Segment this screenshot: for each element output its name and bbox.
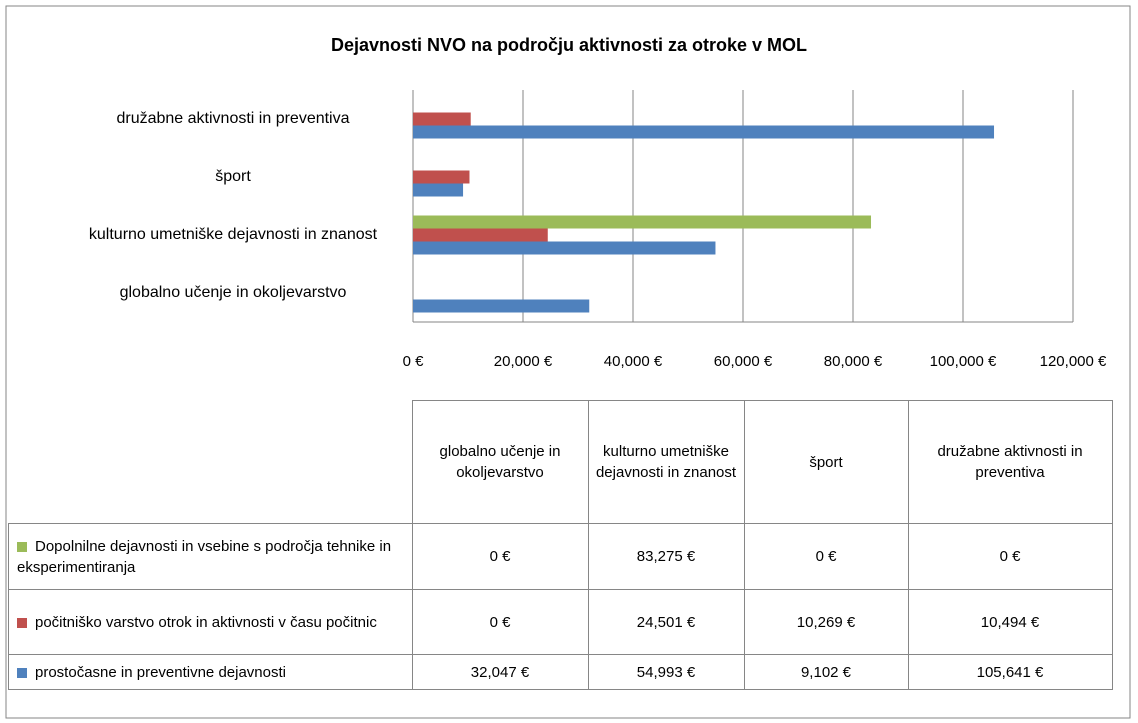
data-table: globalno učenje in okoljevarstvo kulturno… xyxy=(8,400,1113,690)
y-tick-label: šport xyxy=(215,168,251,185)
table-value: 32,047 € xyxy=(411,654,589,690)
bar xyxy=(413,241,716,255)
bar xyxy=(413,228,548,242)
legend-label: Dopolnilne dejavnosti in vsebine s podro… xyxy=(17,537,392,576)
y-tick-label: globalno učenje in okoljevarstvo xyxy=(119,284,347,301)
legend-key xyxy=(17,541,27,552)
table-value: 10,494 € xyxy=(907,589,1113,655)
table-header-cell: globalno učenje in okoljevarstvo xyxy=(411,400,589,524)
x-tick-label: 60,000 € xyxy=(714,353,773,370)
bar xyxy=(413,170,470,184)
table-value: 9,102 € xyxy=(743,654,909,690)
table-value: 0 € xyxy=(411,523,589,590)
bar xyxy=(413,183,464,197)
bar xyxy=(413,125,995,139)
table-corner xyxy=(8,400,413,524)
legend-key xyxy=(17,667,27,678)
table-value: 0 € xyxy=(411,589,589,655)
x-tick-label: 120,000 € xyxy=(1040,353,1107,370)
bar xyxy=(413,112,471,126)
table-row: počitniško varstvo otrok in aktivnosti v… xyxy=(8,589,1113,655)
legend-label: prostočasne in preventivne dejavnosti xyxy=(35,663,286,681)
legend-key xyxy=(17,617,27,628)
table-value: 83,275 € xyxy=(587,523,745,590)
bar xyxy=(413,299,590,313)
table-value: 24,501 € xyxy=(587,589,745,655)
table-header-row: globalno učenje in okoljevarstvo kulturno… xyxy=(8,400,1113,524)
table-value: 105,641 € xyxy=(907,654,1113,690)
table-value: 0 € xyxy=(743,523,909,590)
table-row: Dopolnilne dejavnosti in vsebine s podro… xyxy=(8,523,1113,590)
x-tick-label: 0 € xyxy=(403,353,425,370)
table-value: 54,993 € xyxy=(587,654,745,690)
x-tick-label: 20,000 € xyxy=(494,353,553,370)
legend-cell: Dopolnilne dejavnosti in vsebine s podro… xyxy=(8,523,413,590)
legend-label: počitniško varstvo otrok in aktivnosti v… xyxy=(35,613,377,631)
bar xyxy=(413,215,872,229)
legend-cell: počitniško varstvo otrok in aktivnosti v… xyxy=(8,589,413,655)
y-tick-label: kulturno umetniške dejavnosti in znanost xyxy=(88,226,378,243)
legend-cell: prostočasne in preventivne dejavnosti xyxy=(8,654,413,690)
table-header-cell: družabne aktivnosti in preventiva xyxy=(907,400,1113,524)
table-header-cell: šport xyxy=(743,400,909,524)
chart-title: Dejavnosti NVO na področju aktivnosti za… xyxy=(331,35,807,55)
table-header-cell: kulturno umetniške dejavnosti in znanost xyxy=(587,400,745,524)
y-tick-label: družabne aktivnosti in preventiva xyxy=(116,110,350,127)
table-row: prostočasne in preventivne dejavnosti 32,… xyxy=(8,654,1113,690)
table-value: 0 € xyxy=(907,523,1113,590)
chart-border xyxy=(5,5,1131,719)
x-tick-label: 80,000 € xyxy=(824,353,883,370)
x-tick-label: 40,000 € xyxy=(604,353,663,370)
table-value: 10,269 € xyxy=(743,589,909,655)
x-tick-label: 100,000 € xyxy=(930,353,997,370)
